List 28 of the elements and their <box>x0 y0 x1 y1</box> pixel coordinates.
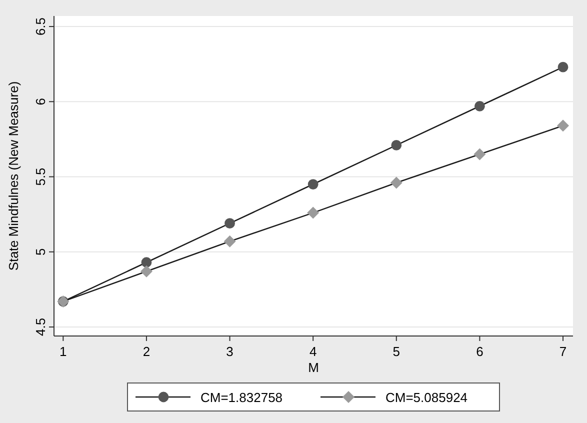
y-tick-label: 6 <box>33 98 48 106</box>
point <box>557 120 570 132</box>
y-tick-label: 5 <box>33 248 48 256</box>
x-tick-label: 6 <box>476 344 484 359</box>
x-tick-label: 1 <box>60 344 67 359</box>
x-tick-label: 7 <box>559 344 567 359</box>
point <box>390 176 402 189</box>
point <box>558 62 568 72</box>
point <box>474 148 486 160</box>
y-tick-label: 5.5 <box>33 168 48 186</box>
point <box>307 206 320 219</box>
point <box>474 100 485 112</box>
point <box>391 140 402 150</box>
legend-label: CM=5.085924 <box>386 390 468 405</box>
y-tick-label: 4.5 <box>33 318 48 336</box>
y-tick-label: 6.5 <box>33 17 48 36</box>
point <box>224 235 236 248</box>
point <box>224 218 235 229</box>
legend-label: CM=1.832758 <box>200 390 283 405</box>
point <box>140 265 152 278</box>
x-axis-title: M <box>308 360 319 375</box>
x-tick-label: 4 <box>309 344 317 359</box>
y-axis-title: State Mindfulnes (New Measure) <box>6 81 21 271</box>
point <box>141 257 152 268</box>
x-tick-label: 5 <box>392 344 400 359</box>
x-tick-label: 2 <box>142 344 150 359</box>
point <box>308 179 318 190</box>
x-tick-label: 3 <box>226 344 234 359</box>
